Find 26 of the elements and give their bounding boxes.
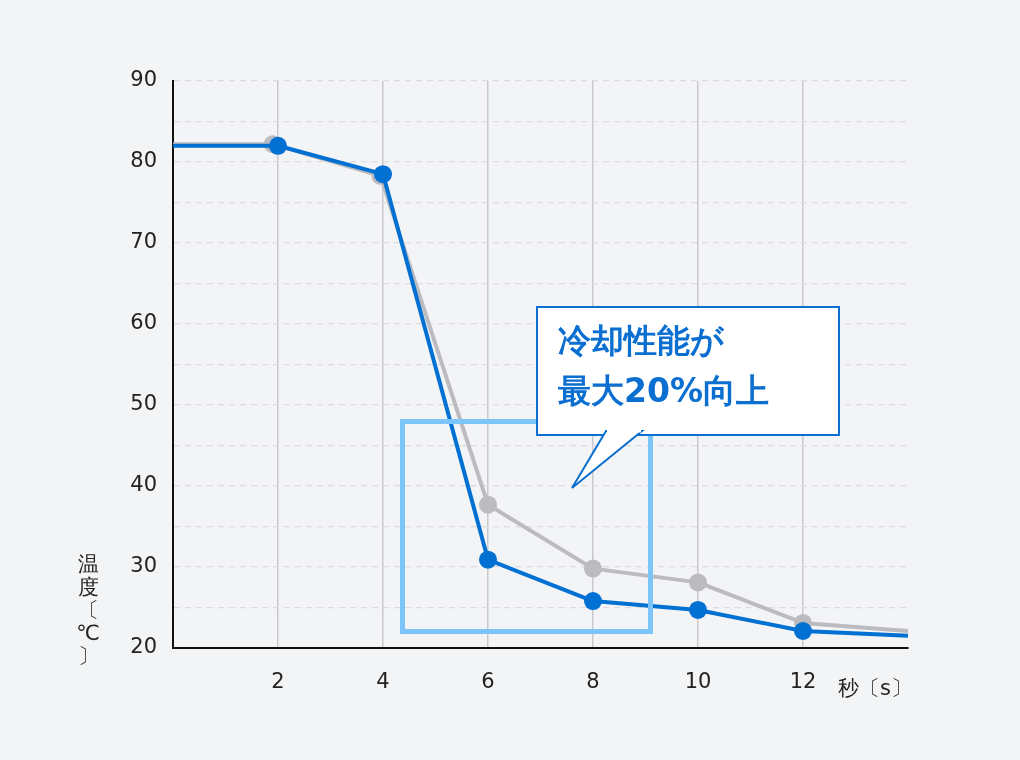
x-tick-label: 12 <box>789 669 817 694</box>
y-tick-label: 70 <box>130 229 157 254</box>
y-tick-label: 80 <box>130 148 157 173</box>
point <box>479 550 497 569</box>
point <box>269 136 287 155</box>
x-tick-label: 8 <box>586 669 600 694</box>
y-tick-label: 40 <box>130 472 157 497</box>
y-tick-label: 60 <box>130 310 157 335</box>
point <box>584 559 602 578</box>
x-tick-label: 10 <box>684 669 712 694</box>
point <box>479 495 497 514</box>
point <box>689 600 707 619</box>
y-tick-label: 90 <box>130 67 157 92</box>
point <box>689 573 707 592</box>
x-tick-label: 6 <box>481 669 495 694</box>
y-tick-label: 50 <box>130 391 157 416</box>
annotation: 最大20%向上 <box>558 370 769 412</box>
point <box>584 592 602 611</box>
x-tick-label: 2 <box>271 669 285 694</box>
y-tick-label: 20 <box>130 634 157 659</box>
x-tick-label: 4 <box>376 669 390 694</box>
x-axis-title: 秒〔s〕 <box>838 675 912 702</box>
annotation: 冷却性能が <box>558 320 725 362</box>
y-axis-title: 温度〔℃〕 <box>76 552 100 668</box>
y-tick-label: 30 <box>130 553 157 578</box>
point <box>794 621 812 640</box>
